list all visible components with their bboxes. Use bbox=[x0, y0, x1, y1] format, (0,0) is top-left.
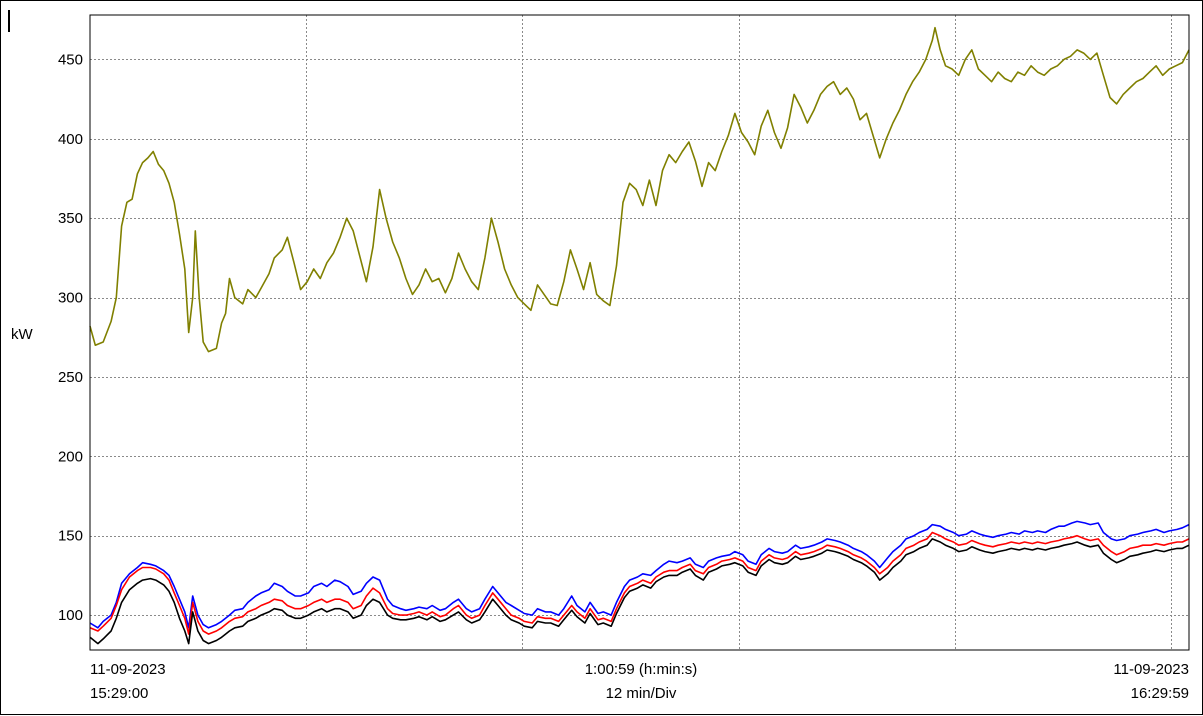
y-axis-label: kW bbox=[11, 326, 34, 343]
plot-border bbox=[89, 14, 1190, 651]
footer-left-time: 15:29:00 bbox=[90, 685, 148, 702]
footer-right-time: 16:29:59 bbox=[1131, 685, 1189, 702]
y-tick-label: 400 bbox=[58, 131, 83, 148]
y-tick-label: 150 bbox=[58, 528, 83, 545]
footer-right-date: 11-09-2023 bbox=[1113, 661, 1189, 678]
series-layer bbox=[89, 26, 1190, 645]
window-edge-mark bbox=[8, 10, 10, 32]
y-tick-label: 200 bbox=[58, 448, 83, 465]
y-tick-label: 350 bbox=[58, 210, 83, 227]
y-tick-label: 250 bbox=[58, 369, 83, 386]
series-line bbox=[89, 26, 1190, 353]
grid-lines bbox=[90, 15, 1189, 650]
footer-center-duration: 1:00:59 (h:min:s) bbox=[585, 661, 698, 678]
y-tick-labels: 100 150 200 250 300 350 400 450 bbox=[58, 51, 83, 624]
footer-left-date: 11-09-2023 bbox=[90, 661, 166, 678]
series-line bbox=[89, 520, 1190, 629]
footer-center-scale: 12 min/Div bbox=[606, 685, 677, 702]
plot-area bbox=[90, 15, 1189, 650]
series-line bbox=[89, 538, 1190, 645]
y-tick-label: 100 bbox=[58, 607, 83, 624]
y-tick-label: 450 bbox=[58, 51, 83, 68]
series-line bbox=[89, 531, 1190, 635]
y-tick-label: 300 bbox=[58, 290, 83, 307]
